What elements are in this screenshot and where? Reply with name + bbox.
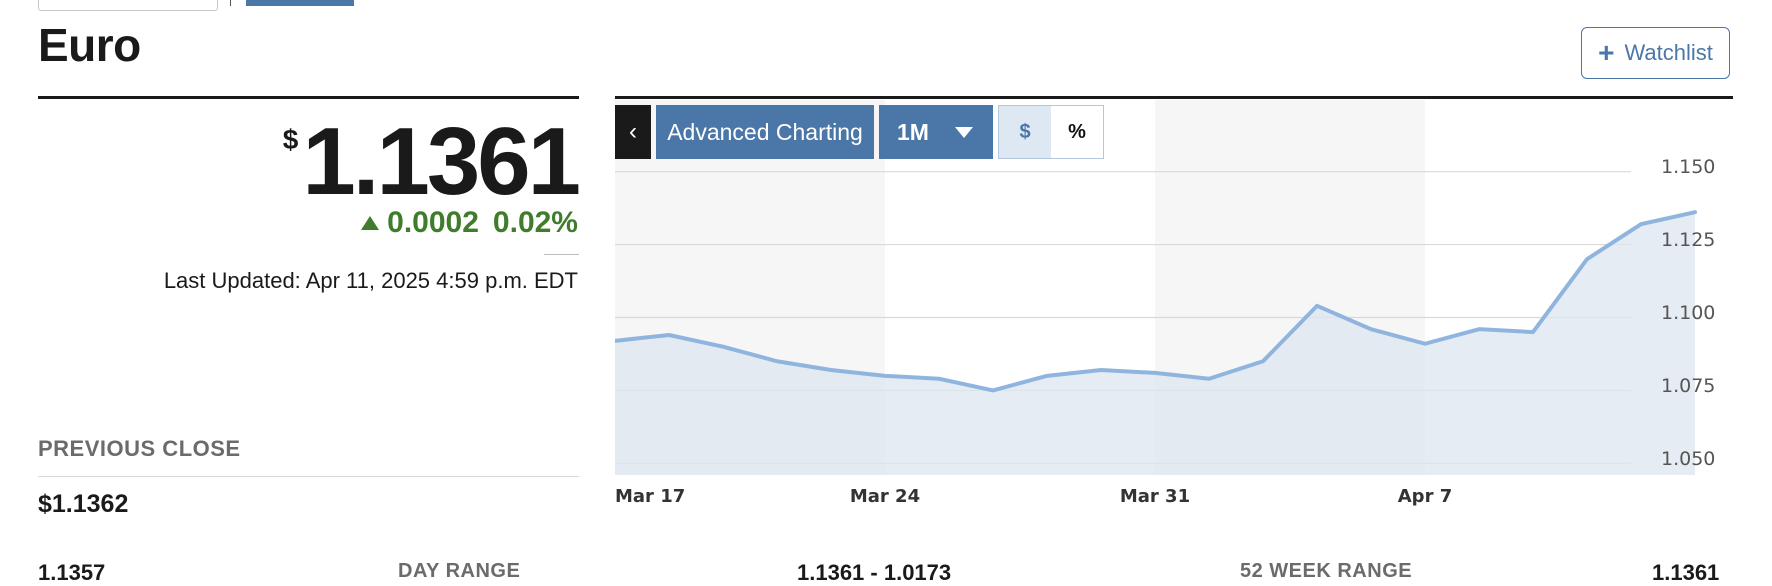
x-tick-label: Mar 24 — [850, 486, 920, 507]
add-to-watchlist-button[interactable]: + Watchlist — [1581, 27, 1730, 79]
day-range-low: 1.1357 — [38, 560, 106, 585]
data-point — [883, 374, 887, 378]
price-line — [615, 210, 1697, 393]
x-tick-label: Apr 7 — [1398, 486, 1452, 507]
data-point — [775, 359, 779, 363]
x-tick-label: Mar 31 — [1120, 486, 1190, 507]
chevron-left-icon: ‹ — [629, 118, 637, 145]
chart-back-button[interactable]: ‹ — [615, 105, 651, 159]
y-tick-label: 1.125 — [1661, 229, 1715, 251]
price-value: 1.1361 — [302, 108, 581, 215]
data-point — [721, 345, 725, 349]
advanced-charting-button[interactable]: Advanced Charting — [656, 105, 874, 159]
plus-icon: + — [1598, 37, 1615, 68]
quote-price: $ 1.1361 — [282, 108, 581, 215]
change-value: 0.0002 — [387, 206, 479, 239]
previous-close-divider — [38, 476, 579, 477]
data-point — [991, 388, 995, 392]
data-point — [1045, 374, 1049, 378]
change-percent: 0.02% — [492, 206, 578, 239]
data-point — [1585, 257, 1589, 261]
data-point — [1639, 222, 1643, 226]
value-mode-toggle[interactable]: $ % — [998, 105, 1104, 159]
x-tick-label: Mar 17 — [615, 486, 685, 507]
search-button[interactable] — [246, 0, 354, 6]
toggle-dollar[interactable]: $ — [999, 106, 1051, 158]
previous-close-value: $1.1362 — [38, 490, 129, 518]
data-point — [1315, 304, 1319, 308]
last-updated: Last Updated: Apr 11, 2025 4:59 p.m. EDT — [163, 268, 578, 293]
search-divider — [230, 0, 231, 6]
page-title: Euro — [38, 19, 141, 71]
arrow-up-icon — [361, 216, 380, 230]
data-point — [1693, 210, 1697, 214]
change-underline — [544, 254, 579, 255]
y-tick-label: 1.100 — [1661, 302, 1715, 324]
y-tick-label: 1.150 — [1661, 156, 1715, 178]
chart-divider — [615, 96, 1733, 99]
data-point — [1261, 359, 1265, 363]
time-range-dropdown[interactable]: 1M — [879, 105, 993, 159]
chevron-down-icon — [955, 126, 973, 138]
data-point — [1099, 368, 1103, 372]
data-point — [829, 368, 833, 372]
data-point — [937, 377, 941, 381]
data-point — [667, 333, 671, 337]
week52-range-value: 1.1361 — [1652, 560, 1720, 585]
data-point — [1423, 342, 1427, 346]
y-tick-label: 1.050 — [1661, 448, 1715, 470]
data-point — [1531, 330, 1535, 334]
data-point — [1153, 371, 1157, 375]
toggle-percent[interactable]: % — [1068, 120, 1086, 143]
data-point — [1477, 327, 1481, 331]
quote-divider — [38, 96, 579, 99]
data-point — [1207, 377, 1211, 381]
price-chart[interactable]: 1.150 1.125 1.100 1.075 1.050 Mar 17 Mar 24 Mar… — [615, 100, 1765, 520]
price-area — [615, 212, 1695, 475]
price-change: 0.0002 0.02% — [361, 206, 578, 240]
currency-symbol: $ — [282, 124, 299, 155]
symbol-search-input[interactable] — [38, 0, 218, 11]
previous-close-label: PREVIOUS CLOSE — [38, 436, 241, 461]
watchlist-label: Watchlist — [1624, 40, 1713, 65]
y-tick-label: 1.075 — [1661, 375, 1715, 397]
data-point — [1369, 327, 1373, 331]
time-range-label: 1M — [897, 118, 929, 145]
day-range-value: 1.1361 - 1.0173 — [797, 560, 952, 585]
